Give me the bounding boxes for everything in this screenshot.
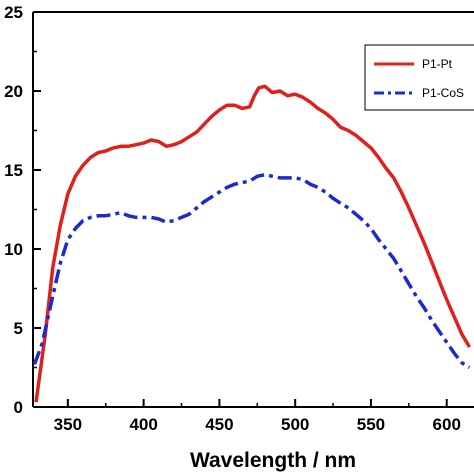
- legend-box: [364, 44, 474, 111]
- y-tick-label: 0: [14, 398, 23, 417]
- x-tick-label: 400: [129, 415, 157, 434]
- x-tick-label: 600: [433, 415, 461, 434]
- y-tick-label: 10: [4, 240, 23, 259]
- x-tick-label: 500: [281, 415, 309, 434]
- y-tick-label: 5: [14, 319, 23, 338]
- y-tick-label: 20: [4, 82, 23, 101]
- series-layer: [32, 84, 472, 403]
- x-axis-title: Wavelength / nm: [190, 449, 356, 472]
- series-line-p1-cos: [32, 172, 471, 369]
- x-axis: 350 400 450 500 550 600: [54, 399, 461, 434]
- legend: P1-Pt P1-CoS: [364, 44, 474, 111]
- y-axis: 0 5 10 15 20 25: [4, 3, 41, 417]
- legend-label-p1-cos: P1-CoS: [422, 86, 464, 100]
- x-tick-label: 450: [205, 415, 233, 434]
- series-line-p1-pt: [34, 84, 472, 403]
- legend-label-p1-pt: P1-Pt: [422, 57, 453, 71]
- x-tick-label: 350: [54, 415, 82, 434]
- y-tick-label: 25: [4, 3, 23, 22]
- x-tick-label: 550: [357, 415, 385, 434]
- y-tick-label: 15: [4, 161, 23, 180]
